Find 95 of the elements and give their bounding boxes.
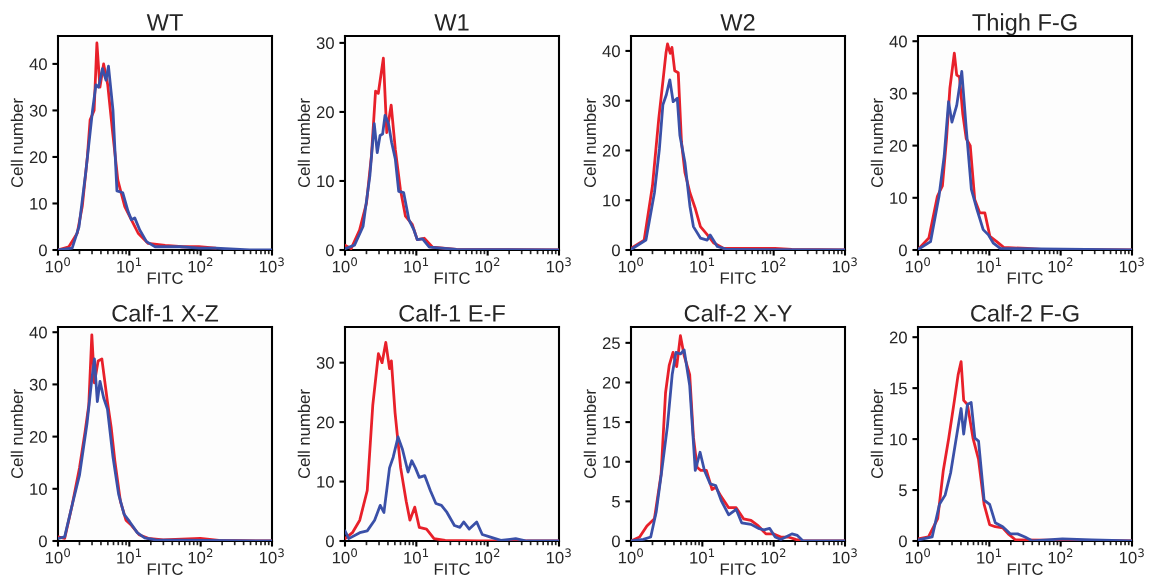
y-tick-label: 10 [30, 197, 47, 210]
y-axis-title: Cell number [583, 389, 596, 479]
y-tick-label: 30 [602, 95, 620, 107]
y-tick-label: 10 [603, 194, 620, 207]
y-tick-label: 30 [316, 357, 334, 369]
y-tick-label: 10 [317, 175, 334, 188]
x-tick-label: 10$^{3}$ [259, 257, 284, 273]
chart-title: Calf-1 E-F [399, 304, 505, 322]
x-tick-label: 10$^{1}$ [117, 257, 142, 273]
y-axis-title: Cell number [10, 389, 23, 479]
y-tick-label: 10 [30, 483, 47, 496]
x-tick-label: 10$^{1}$ [404, 257, 429, 273]
x-tick-label: 10$^{1}$ [690, 548, 715, 564]
y-tick-label: 30 [29, 104, 47, 117]
x-tick-label: 10$^{3}$ [546, 257, 571, 273]
y-tick-label: 20 [602, 376, 620, 389]
x-tick-label: 10$^{0}$ [618, 548, 644, 564]
x-tick-label: 10$^{3}$ [832, 548, 857, 564]
y-tick-label: 20 [889, 140, 907, 152]
x-tick-label: 10$^{3}$ [832, 257, 857, 273]
y-tick-label: 0 [898, 535, 907, 548]
chart-title: W2 [720, 13, 755, 31]
x-tick-label: 10$^{2}$ [475, 257, 500, 273]
x-tick-label: 10$^{1}$ [117, 548, 142, 564]
y-tick-label: 0 [38, 535, 47, 548]
x-tick-label: 10$^{3}$ [1119, 548, 1144, 564]
y-tick-label: 10 [317, 475, 334, 488]
y-tick-label: 20 [316, 106, 334, 119]
y-axis-title: Cell number [297, 98, 310, 188]
y-tick-label: 40 [29, 326, 47, 339]
y-tick-label: 10 [603, 456, 620, 468]
y-tick-label: 30 [889, 87, 907, 100]
y-tick-label: 25 [602, 337, 620, 350]
x-tick-label: 10$^{1}$ [404, 548, 429, 564]
x-tick-label: 10$^{2}$ [761, 257, 786, 273]
chart-title: W1 [434, 14, 469, 31]
x-tick-label: 10$^{3}$ [259, 548, 284, 564]
y-tick-label: 20 [602, 144, 620, 157]
chart-title: Calf-1 X-Z [112, 304, 219, 322]
y-tick-label: 40 [602, 45, 620, 58]
x-axis-title: FITC [1007, 563, 1043, 576]
x-tick-label: 10$^{3}$ [546, 548, 571, 564]
x-tick-label: 10$^{0}$ [332, 548, 358, 564]
y-tick-label: 0 [898, 244, 907, 257]
y-tick-label: 20 [316, 416, 334, 429]
y-tick-label: 10 [890, 192, 907, 205]
y-tick-label: 15 [890, 382, 907, 395]
x-axis-title: FITC [720, 563, 756, 576]
y-tick-label: 30 [29, 378, 47, 391]
y-tick-label: 0 [611, 535, 620, 548]
x-tick-label: 10$^{2}$ [761, 548, 786, 564]
x-tick-label: 10$^{3}$ [1119, 257, 1144, 273]
x-tick-label: 10$^{0}$ [905, 548, 931, 564]
y-tick-label: 5 [898, 484, 907, 497]
x-tick-label: 10$^{0}$ [332, 257, 358, 273]
y-tick-label: 0 [325, 244, 334, 257]
x-axis-title: FITC [434, 563, 470, 576]
y-tick-label: 10 [890, 433, 907, 446]
x-axis-title: FITC [147, 563, 183, 576]
chart-title: Calf-2 F-G [971, 304, 1079, 322]
y-axis-title: Cell number [297, 389, 310, 479]
x-axis-title: FITC [434, 272, 470, 285]
chart-title: Thigh F-G [972, 13, 1077, 36]
x-tick-label: 10$^{2}$ [188, 257, 213, 273]
x-tick-label: 10$^{1}$ [977, 548, 1002, 564]
x-tick-label: 10$^{0}$ [45, 548, 71, 564]
y-tick-label: 0 [38, 244, 47, 257]
x-tick-label: 10$^{2}$ [1048, 257, 1073, 273]
y-tick-label: 40 [29, 58, 47, 71]
y-axis-title: Cell number [583, 98, 596, 188]
x-tick-label: 10$^{0}$ [905, 257, 931, 273]
y-tick-label: 5 [611, 495, 620, 508]
x-tick-label: 10$^{2}$ [188, 548, 213, 564]
x-axis-title: FITC [147, 272, 183, 285]
y-axis-title: Cell number [870, 389, 883, 479]
y-tick-label: 20 [29, 151, 47, 164]
x-tick-label: 10$^{1}$ [690, 257, 715, 273]
x-tick-label: 10$^{2}$ [475, 548, 500, 564]
y-axis-title: Cell number [870, 98, 883, 188]
y-tick-label: 15 [603, 416, 620, 429]
y-tick-label: 40 [889, 35, 907, 48]
chart-title: WT [146, 14, 183, 31]
y-tick-label: 30 [316, 37, 334, 50]
chart-title: Calf-2 X-Y [684, 304, 792, 322]
x-tick-label: 10$^{1}$ [977, 257, 1002, 273]
x-tick-label: 10$^{0}$ [45, 257, 71, 273]
y-tick-label: 20 [889, 331, 907, 344]
x-axis-title: FITC [1007, 272, 1043, 285]
y-tick-label: 20 [29, 431, 47, 443]
x-axis-title: FITC [720, 272, 756, 285]
y-tick-label: 0 [611, 244, 620, 257]
x-tick-label: 10$^{0}$ [618, 257, 644, 273]
y-tick-label: 0 [325, 535, 334, 548]
x-tick-label: 10$^{2}$ [1048, 548, 1073, 564]
y-axis-title: Cell number [10, 98, 23, 188]
